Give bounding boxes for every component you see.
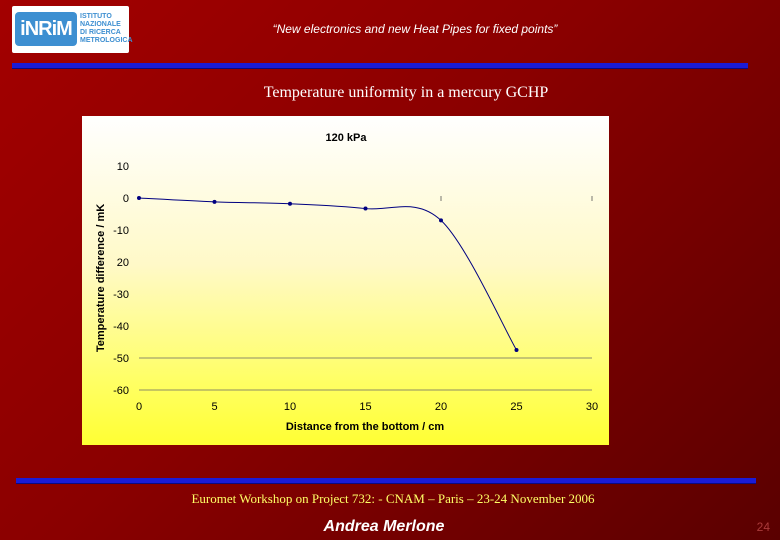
header-title: “New electronics and new Heat Pipes for …	[272, 22, 558, 36]
bottom-divider	[16, 478, 756, 483]
y-tick-label: -30	[113, 289, 129, 301]
x-tick-label: 0	[136, 401, 142, 413]
line-chart: 120 kPa 10 0 -10 20 -30 -40 -50 -60 0 5 10 15 20 25 30 D…	[95, 132, 598, 433]
logo-line: DI RICERCA	[80, 29, 121, 36]
data-point	[439, 218, 443, 223]
logo-line: ISTITUTO	[80, 13, 112, 20]
y-tick-label: 10	[117, 161, 129, 173]
logo-mark: iNRiM	[15, 12, 77, 46]
inrim-logo: iNRiM ISTITUTO NAZIONALE DI RICERCA METR…	[12, 6, 133, 53]
y-tick-label: 0	[123, 193, 129, 205]
y-tick-label: -10	[113, 225, 129, 237]
chart-title: 120 kPa	[326, 132, 368, 144]
data-point	[288, 201, 292, 206]
logo-line: METROLOGICA	[80, 37, 133, 44]
x-tick-label: 30	[586, 401, 598, 413]
logo-text: ISTITUTO NAZIONALE DI RICERCA METROLOGIC…	[80, 13, 133, 45]
x-tick-label: 10	[284, 401, 296, 413]
author-name: Andrea Merlone	[323, 518, 445, 535]
x-tick-label: 15	[359, 401, 371, 413]
x-tick-label: 20	[435, 401, 447, 413]
series-line	[138, 197, 517, 351]
y-tick-label: 20	[117, 257, 129, 269]
y-tick-label: -50	[113, 353, 129, 365]
data-point	[514, 348, 519, 352]
x-tick-label: 5	[211, 401, 217, 413]
workshop-footer: Euromet Workshop on Project 732: - CNAM …	[191, 491, 595, 506]
y-tick-label: -40	[113, 321, 129, 333]
page-number: 24	[756, 520, 770, 534]
data-point	[212, 199, 217, 204]
data-point	[363, 206, 368, 211]
y-tick-label: -60	[113, 385, 129, 397]
chart-area: 120 kPa 10 0 -10 20 -30 -40 -50 -60 0 5 10 15 20 25 30 D…	[82, 116, 609, 445]
y-axis-label: Temperature difference / mK	[95, 204, 107, 352]
data-point	[137, 196, 141, 200]
x-axis-label: Distance from the bottom / cm	[286, 421, 445, 433]
slide-title: Temperature uniformity in a mercury GCHP	[263, 84, 549, 101]
x-tick-label: 25	[510, 401, 522, 413]
logo-line: NAZIONALE	[80, 21, 121, 28]
top-divider	[12, 63, 748, 68]
